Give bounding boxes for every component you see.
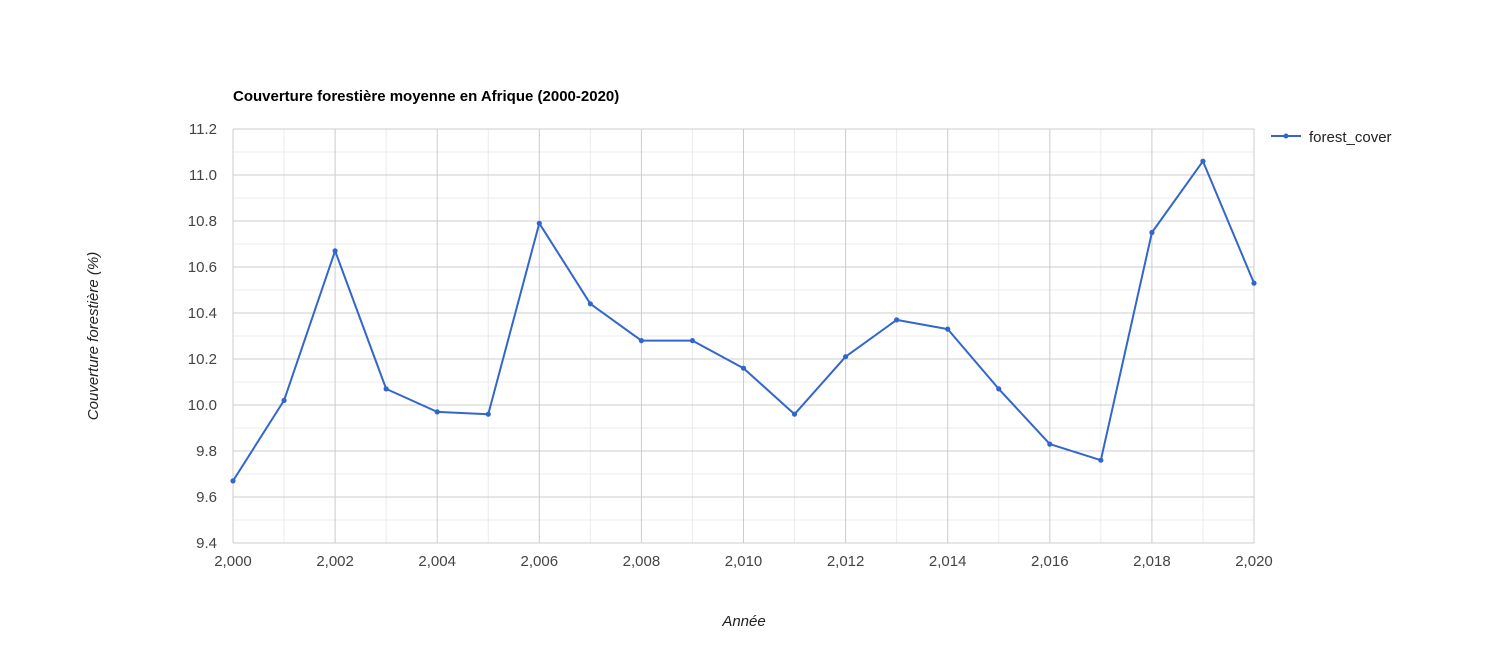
x-tick-label: 2,008 — [623, 553, 661, 570]
data-point[interactable] — [485, 411, 491, 417]
x-tick-label: 2,012 — [827, 553, 865, 570]
series-layer — [230, 158, 1257, 484]
data-point[interactable] — [638, 338, 645, 344]
y-tick-label: 10.8 — [188, 213, 217, 230]
y-tick-label: 10.4 — [188, 305, 217, 322]
data-point[interactable] — [996, 386, 1002, 392]
major-gridlines — [232, 128, 1255, 544]
data-point[interactable] — [689, 338, 696, 344]
legend-label: forest_cover — [1309, 129, 1392, 146]
y-tick-label: 10.0 — [188, 397, 217, 414]
data-point[interactable] — [740, 365, 747, 371]
legend-swatch-marker — [1283, 133, 1289, 139]
y-tick-label: 9.8 — [196, 443, 217, 460]
y-tick-label: 9.4 — [196, 535, 217, 552]
data-point[interactable] — [332, 248, 338, 254]
y-tick-label: 10.6 — [188, 259, 217, 276]
data-point[interactable] — [1251, 280, 1257, 286]
data-point[interactable] — [281, 397, 287, 403]
y-tick-label: 11.0 — [189, 167, 217, 184]
data-point[interactable] — [1149, 229, 1155, 236]
y-axis-ticks: 9.4 9.6 9.8 10.0 10.2 10.4 10.6 10.8 11.0 11.2 — [188, 121, 217, 552]
x-tick-label: 2,018 — [1133, 553, 1171, 570]
data-point[interactable] — [383, 386, 389, 392]
data-point[interactable] — [587, 301, 593, 307]
legend[interactable]: forest_cover — [1271, 129, 1392, 146]
x-tick-label: 2,002 — [316, 553, 354, 570]
x-axis-ticks: 2,000 2,002 2,004 2,006 2,008 2,010 2,012 2,014… — [214, 553, 1273, 570]
data-point[interactable] — [843, 354, 849, 360]
x-tick-label: 2,004 — [418, 553, 456, 570]
data-point[interactable] — [791, 411, 798, 417]
y-tick-label: 11.2 — [189, 121, 217, 138]
data-point[interactable] — [945, 326, 951, 332]
data-point[interactable] — [894, 317, 900, 323]
x-tick-label: 2,010 — [725, 553, 763, 570]
y-tick-label: 10.2 — [188, 351, 217, 368]
data-point[interactable] — [1098, 457, 1104, 463]
x-tick-label: 2,000 — [214, 553, 252, 570]
data-point[interactable] — [1047, 441, 1053, 447]
data-point[interactable] — [434, 409, 440, 415]
y-axis-title: Couverture forestière (%) — [85, 252, 102, 420]
data-point[interactable] — [536, 220, 542, 226]
x-axis-title: Année — [721, 613, 765, 630]
data-point[interactable] — [230, 478, 236, 484]
y-tick-label: 9.6 — [196, 489, 217, 506]
x-tick-label: 2,006 — [521, 553, 559, 570]
data-point[interactable] — [1200, 158, 1206, 164]
x-tick-label: 2,016 — [1031, 553, 1069, 570]
x-tick-label: 2,014 — [929, 553, 967, 570]
x-tick-label: 2,020 — [1235, 553, 1273, 570]
chart-title: Couverture forestière moyenne en Afrique… — [233, 88, 619, 105]
